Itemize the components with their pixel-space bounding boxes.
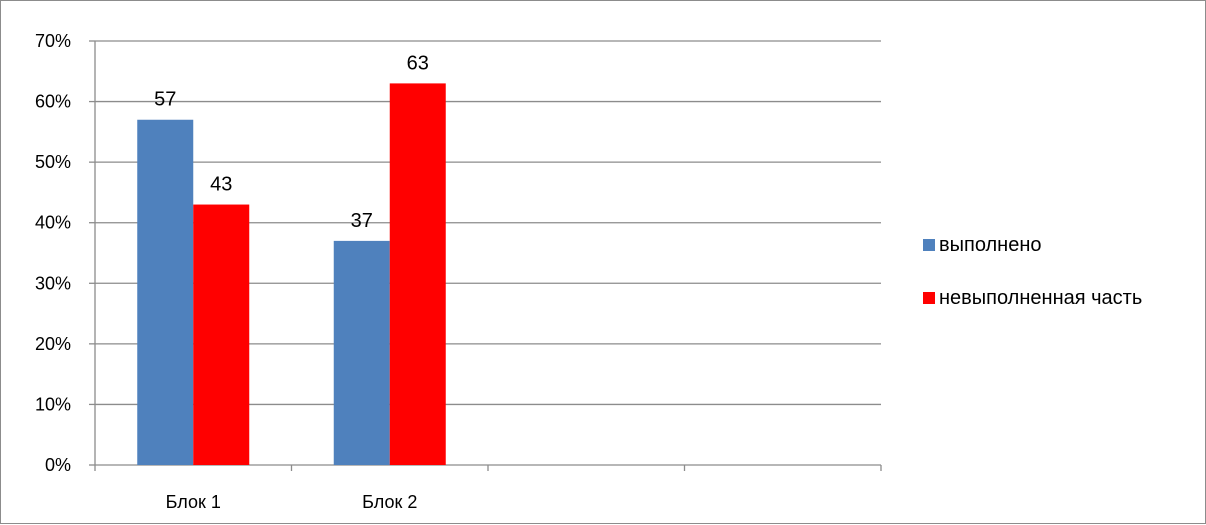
tick-labels: 0% 10% 20% 30% 40% 50% 60% 70% Блок 1 Блок 2	[35, 31, 417, 512]
y-tick-label: 50%	[35, 152, 71, 172]
bars	[137, 83, 446, 466]
y-tick-label: 60%	[35, 92, 71, 112]
data-label: 37	[351, 210, 373, 232]
bar	[333, 240, 390, 465]
y-tick-label: 20%	[35, 334, 71, 354]
x-tick-label: Блок 1	[166, 492, 221, 512]
data-label: 63	[407, 52, 429, 74]
data-labels: 57 37 43 63	[154, 52, 429, 231]
legend: выполнено невыполненная часть	[923, 234, 1142, 309]
legend-swatch	[923, 292, 935, 304]
y-tick-label: 70%	[35, 31, 71, 51]
y-tick-label: 40%	[35, 213, 71, 233]
legend-swatch	[923, 239, 935, 251]
bar	[193, 204, 250, 466]
y-tick-label: 30%	[35, 273, 71, 293]
data-label: 57	[154, 89, 176, 111]
y-tick-label: 10%	[35, 394, 71, 414]
legend-label: выполнено	[939, 234, 1042, 256]
bar	[389, 83, 446, 466]
bar	[137, 119, 194, 465]
data-label: 43	[210, 174, 232, 196]
x-tick-label: Блок 2	[362, 492, 417, 512]
y-tick-label: 0%	[45, 455, 71, 475]
legend-label: невыполненная часть	[939, 287, 1142, 309]
